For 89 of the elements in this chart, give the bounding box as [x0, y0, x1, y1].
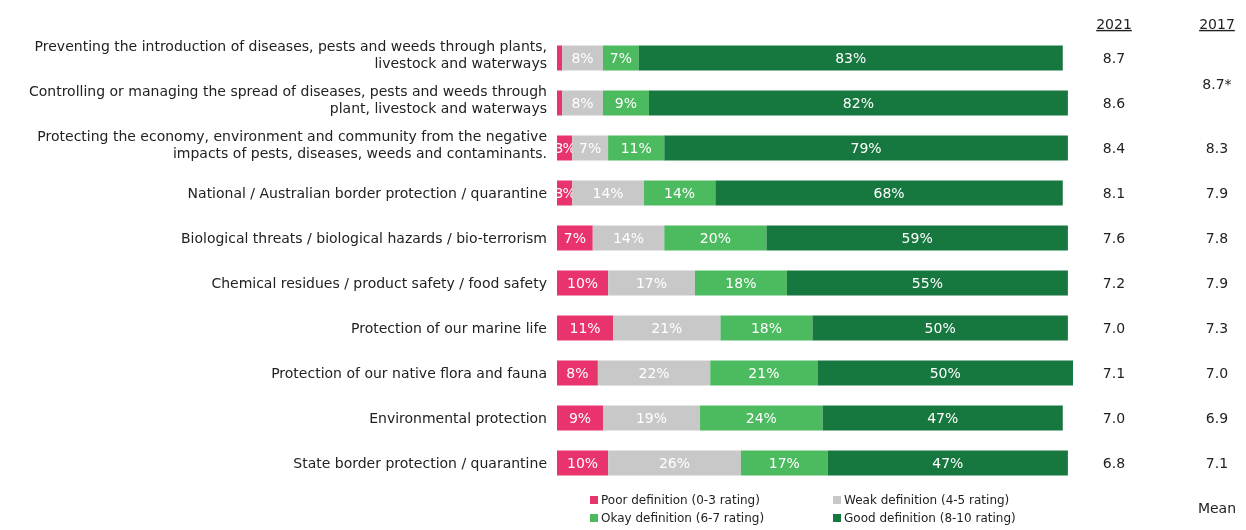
data-label: 79%: [850, 139, 882, 156]
data-label: 14%: [664, 184, 696, 201]
text: 8.7*: [1202, 76, 1232, 93]
bar: [694, 270, 787, 296]
data-label: 55%: [911, 274, 943, 291]
data-label: 82%: [842, 94, 874, 111]
bar: [557, 90, 563, 116]
legend-label: Good definition (8-10 rating): [844, 511, 1016, 526]
data-label: 18%: [725, 274, 757, 291]
text: 8.4: [1102, 139, 1126, 156]
text: 2017: [1199, 15, 1235, 32]
y-tick-label: National / Australian border protection / quarantine: [187, 184, 547, 201]
bar: [608, 270, 695, 296]
y-tick-label: Preventing the introduction of diseases, pests and weeds through plants, livestock and waterways: [34, 38, 547, 72]
legend-label: Okay definition (6-7 rating): [601, 511, 765, 526]
data-label: 68%: [873, 184, 905, 201]
y-tick-label: State border protection / quarantine: [293, 454, 547, 471]
bar: [557, 45, 563, 71]
y-tick-label: Chemical residues / product safety / food safety: [211, 274, 547, 291]
text: 7.9: [1205, 274, 1229, 291]
bar: [720, 315, 813, 341]
data-label: 9%: [614, 94, 638, 111]
bar: [664, 135, 1068, 161]
text: 7.8: [1205, 229, 1229, 246]
bar: [592, 225, 665, 251]
text: 8.3: [1205, 139, 1229, 156]
data-label: 7%: [609, 49, 632, 66]
data-label: 9%: [568, 409, 592, 426]
bar: [602, 405, 701, 431]
data-label: 24%: [745, 409, 777, 426]
y-tick-label: Controlling or managing the spread of diseases, pests and weeds through plant, livestock and waterways: [28, 83, 547, 117]
data-label: 18%: [750, 319, 783, 336]
bar: [643, 180, 716, 206]
text: 7.1: [1205, 454, 1229, 471]
bar: [613, 315, 721, 341]
data-label: 50%: [924, 319, 956, 336]
data-label: 47%: [932, 454, 964, 471]
text: 6.8: [1102, 454, 1126, 471]
data-label: 8%: [566, 364, 589, 381]
data-label: 83%: [835, 49, 867, 66]
text: 8.7: [1102, 49, 1126, 66]
data-label: 10%: [566, 454, 599, 471]
bar: [572, 180, 644, 206]
data-label: 59%: [901, 229, 933, 246]
legend-label: Poor definition (0-3 rating): [601, 493, 760, 508]
bar: [766, 225, 1068, 251]
data-label: 21%: [748, 364, 780, 381]
text: 8.1: [1102, 184, 1126, 201]
text: 7.1: [1102, 364, 1126, 381]
data-label: 11%: [620, 139, 652, 156]
bar: [700, 405, 823, 431]
data-label: 7%: [563, 229, 586, 246]
bar: [638, 45, 1063, 71]
data-label: 10%: [566, 274, 599, 291]
bar: [740, 450, 828, 476]
text: 7.6: [1102, 229, 1126, 246]
bar: [715, 180, 1063, 206]
y-tick-label: Protecting the economy, environment and community from the negative impacts of pests, diseases, weeds and contaminants.: [37, 128, 547, 162]
bar: [822, 405, 1063, 431]
bar: [664, 225, 767, 251]
text: 7.3: [1205, 319, 1229, 336]
text: 7.0: [1102, 319, 1126, 336]
data-label: 20%: [699, 229, 731, 246]
legend-label: Weak definition (4-5 rating): [844, 493, 1010, 508]
text: 6.9: [1205, 409, 1229, 426]
bar: [557, 315, 614, 341]
bar: [608, 450, 741, 476]
bar: [597, 360, 711, 386]
text: 7.9: [1205, 184, 1229, 201]
bar: [827, 450, 1068, 476]
bar: [710, 360, 818, 386]
text: Mean: [1197, 499, 1237, 516]
text: 7.2: [1102, 274, 1126, 291]
text: 7.0: [1102, 409, 1126, 426]
data-label: 47%: [927, 409, 959, 426]
y-tick-label: Environmental protection: [369, 409, 547, 426]
data-label: 50%: [929, 364, 961, 381]
bar: [817, 360, 1073, 386]
data-label: 11%: [569, 319, 601, 336]
data-label: 17%: [768, 454, 800, 471]
bar: [786, 270, 1068, 296]
text: 8.6: [1102, 94, 1126, 111]
text: 2021: [1096, 15, 1132, 32]
text: 7.0: [1205, 364, 1229, 381]
bar: [812, 315, 1068, 341]
y-tick-label: Biological threats / biological hazards / bio-terrorism: [180, 229, 547, 246]
y-tick-label: Protection of our native flora and fauna: [271, 364, 547, 381]
bar: [648, 90, 1068, 116]
y-tick-label: Protection of our marine life: [351, 319, 547, 336]
